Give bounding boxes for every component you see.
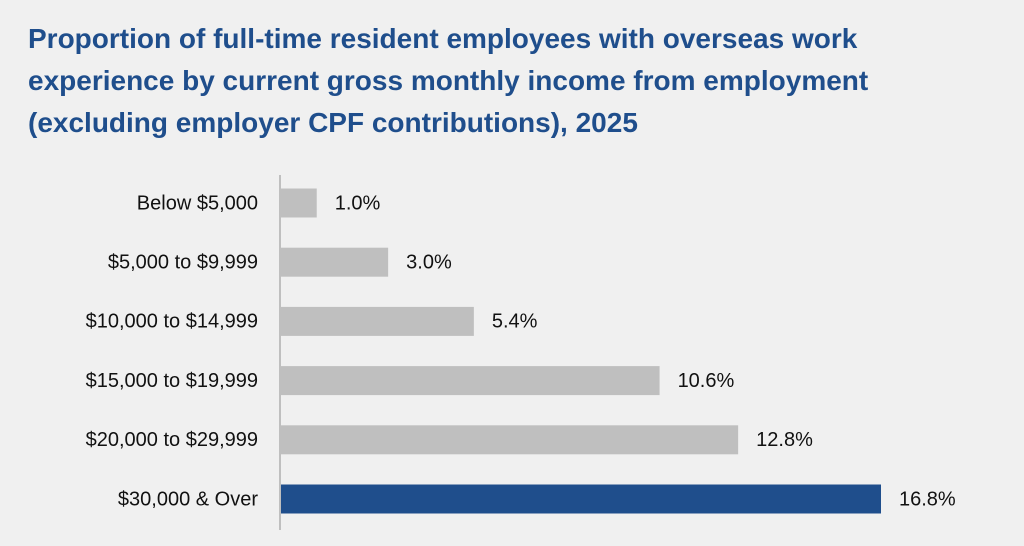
value-label: 10.6% (678, 370, 735, 392)
category-label: $15,000 to $19,999 (86, 370, 258, 392)
bar (281, 366, 660, 396)
bar (281, 306, 474, 336)
bar (281, 425, 739, 455)
bar (281, 247, 389, 277)
value-label: 3.0% (406, 251, 452, 273)
category-label: $10,000 to $14,999 (86, 311, 258, 333)
category-label: $5,000 to $9,999 (108, 251, 258, 273)
value-label: 16.8% (899, 488, 956, 510)
value-label: 1.0% (335, 192, 381, 214)
bar (281, 188, 317, 218)
category-label: Below $5,000 (137, 192, 258, 214)
bar (281, 484, 881, 514)
category-label: $30,000 & Over (118, 488, 258, 510)
value-label: 5.4% (492, 311, 538, 333)
category-label: $20,000 to $29,999 (86, 429, 258, 451)
value-label: 12.8% (756, 429, 813, 451)
chart-title: Proportion of full-time resident employe… (28, 23, 869, 138)
